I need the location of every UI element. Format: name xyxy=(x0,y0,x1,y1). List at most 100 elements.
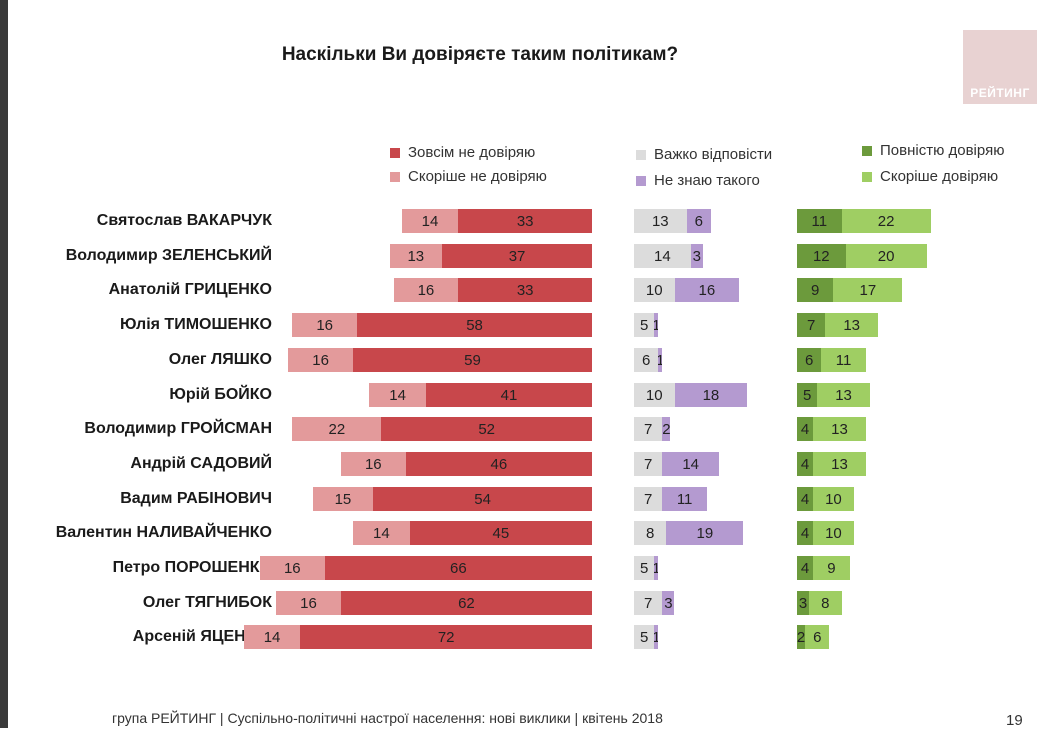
bar-no-trust-label: 62 xyxy=(458,594,475,612)
bar-unknown-label: 1 xyxy=(654,560,658,577)
bar-hard-label: 13 xyxy=(651,212,669,230)
bar-rather-no-label: 16 xyxy=(283,559,301,577)
bar-hard: 6 xyxy=(634,348,659,372)
bar-unknown: 3 xyxy=(662,591,675,615)
bar-no-trust-label: 58 xyxy=(466,316,483,334)
bar-rather-trust: 10 xyxy=(813,521,854,545)
bar-no-trust: 33 xyxy=(458,278,592,302)
bar-rather-no-label: 15 xyxy=(334,490,352,508)
bar-rather-no: 22 xyxy=(292,417,382,441)
politician-name: Андрій САДОВИЙ xyxy=(130,455,272,472)
bar-no-trust: 41 xyxy=(425,383,592,407)
bar-rather-trust-label: 10 xyxy=(825,490,842,508)
bar-no-trust-label: 33 xyxy=(516,281,534,299)
bar-rather-no: 14 xyxy=(353,521,410,545)
bar-hard: 10 xyxy=(634,278,675,302)
bar-hard-label: 7 xyxy=(644,455,653,473)
bar-no-trust-label: 41 xyxy=(500,386,518,404)
politician-name: Вадим РАБІНОВИЧ xyxy=(120,490,272,507)
bar-full-trust: 4 xyxy=(797,521,814,545)
bar-rather-trust-label: 9 xyxy=(827,559,836,577)
politician-name: Арсеній ЯЦЕНЮК xyxy=(132,628,272,645)
bar-rather-no-label: 22 xyxy=(328,420,346,438)
bar-rather-trust-label: 6 xyxy=(813,628,822,646)
bar-unknown: 6 xyxy=(686,209,711,233)
legend-label-hard: Важко відповісти xyxy=(654,146,773,163)
bar-rather-trust: 8 xyxy=(809,591,842,615)
bar-rather-no-label: 16 xyxy=(316,316,334,334)
bar-hard-label: 5 xyxy=(639,559,649,577)
bar-unknown-label: 19 xyxy=(696,524,714,542)
legend-swatch-hard xyxy=(636,149,646,160)
footer-text: група РЕЙТИНГ | Суспільно-політичні наст… xyxy=(112,710,663,726)
bar-no-trust: 33 xyxy=(458,209,592,233)
bar-hard: 7 xyxy=(634,417,663,441)
bar-rather-trust: 13 xyxy=(825,313,878,337)
bar-unknown-label: 18 xyxy=(702,386,720,404)
bar-rather-no-label: 16 xyxy=(300,594,317,612)
bar-hard: 7 xyxy=(634,487,663,511)
bar-full-trust: 5 xyxy=(797,383,818,407)
bar-rather-trust-label: 8 xyxy=(821,594,830,612)
bar-rather-trust-label: 17 xyxy=(859,281,877,299)
legend-label-full: Повністю довіряю xyxy=(880,142,1005,159)
legend-label-rather: Скоріше довіряю xyxy=(880,168,999,185)
bar-unknown-label: 1 xyxy=(658,352,662,369)
bar-full-trust: 11 xyxy=(797,209,842,233)
bar-full-trust-label: 12 xyxy=(812,247,830,265)
bar-rather-trust: 13 xyxy=(817,383,870,407)
bar-no-trust-label: 33 xyxy=(516,212,534,230)
bar-full-trust-label: 9 xyxy=(811,281,820,299)
bar-rather-trust: 11 xyxy=(821,348,866,372)
bar-no-trust-label: 59 xyxy=(464,351,481,369)
bar-rather-no-label: 16 xyxy=(312,351,329,369)
bar-hard: 7 xyxy=(634,591,663,615)
bar-full-trust: 7 xyxy=(797,313,826,337)
bar-rather-trust-label: 13 xyxy=(835,386,852,404)
legend-label-unknown: Не знаю такого xyxy=(654,172,760,189)
bar-full-trust: 9 xyxy=(797,278,834,302)
bar-unknown: 1 xyxy=(658,348,663,372)
bar-rather-trust: 17 xyxy=(833,278,903,302)
bar-hard-label: 7 xyxy=(644,420,653,438)
legend-swatch-rather-no xyxy=(390,171,400,182)
bar-full-trust-label: 2 xyxy=(797,628,806,646)
bar-rather-trust-label: 11 xyxy=(835,351,852,369)
bar-unknown-label: 16 xyxy=(698,281,716,299)
legend-swatch-no-trust xyxy=(390,147,400,158)
page-number: 19 xyxy=(1006,712,1023,729)
bar-rather-trust: 22 xyxy=(841,209,931,233)
bar-full-trust: 4 xyxy=(797,452,814,476)
bar-hard-label: 6 xyxy=(641,351,651,369)
bar-rather-no-label: 13 xyxy=(407,247,425,265)
legend-swatch-rather xyxy=(862,171,872,182)
bar-full-trust: 4 xyxy=(797,417,814,441)
bar-rather-no: 16 xyxy=(288,348,354,372)
legend-swatch-unknown xyxy=(636,175,646,186)
legend-rather-no: Скоріше не довіряю xyxy=(390,168,547,185)
bar-hard: 14 xyxy=(634,244,691,268)
bar-no-trust: 66 xyxy=(324,556,592,580)
bar-no-trust-label: 66 xyxy=(449,559,467,577)
legend-rather: Скоріше довіряю xyxy=(862,168,998,185)
bar-hard-label: 10 xyxy=(645,281,663,299)
bar-rather-no: 16 xyxy=(292,313,358,337)
bar-rather-trust: 13 xyxy=(813,452,866,476)
bar-no-trust: 59 xyxy=(353,348,592,372)
bar-no-trust: 58 xyxy=(357,313,592,337)
legend-no-trust: Зовсім не довіряю xyxy=(390,144,535,161)
bar-rather-trust: 20 xyxy=(845,244,927,268)
politician-name: Володимир ЗЕЛЕНСЬКИЙ xyxy=(65,247,272,264)
bar-unknown: 16 xyxy=(674,278,740,302)
bar-unknown: 1 xyxy=(654,556,659,580)
bar-unknown-label: 1 xyxy=(654,317,658,334)
legend-unknown: Не знаю такого xyxy=(636,172,760,189)
bar-no-trust-label: 54 xyxy=(474,490,491,508)
politician-name: Олег ТЯГНИБОК xyxy=(142,594,272,611)
bar-rather-no: 16 xyxy=(259,556,325,580)
bar-unknown-label: 3 xyxy=(664,594,673,612)
bar-rather-trust: 9 xyxy=(813,556,850,580)
bar-rather-trust-label: 20 xyxy=(877,247,895,265)
bar-rather-trust: 13 xyxy=(813,417,866,441)
bar-unknown-label: 11 xyxy=(676,490,693,508)
